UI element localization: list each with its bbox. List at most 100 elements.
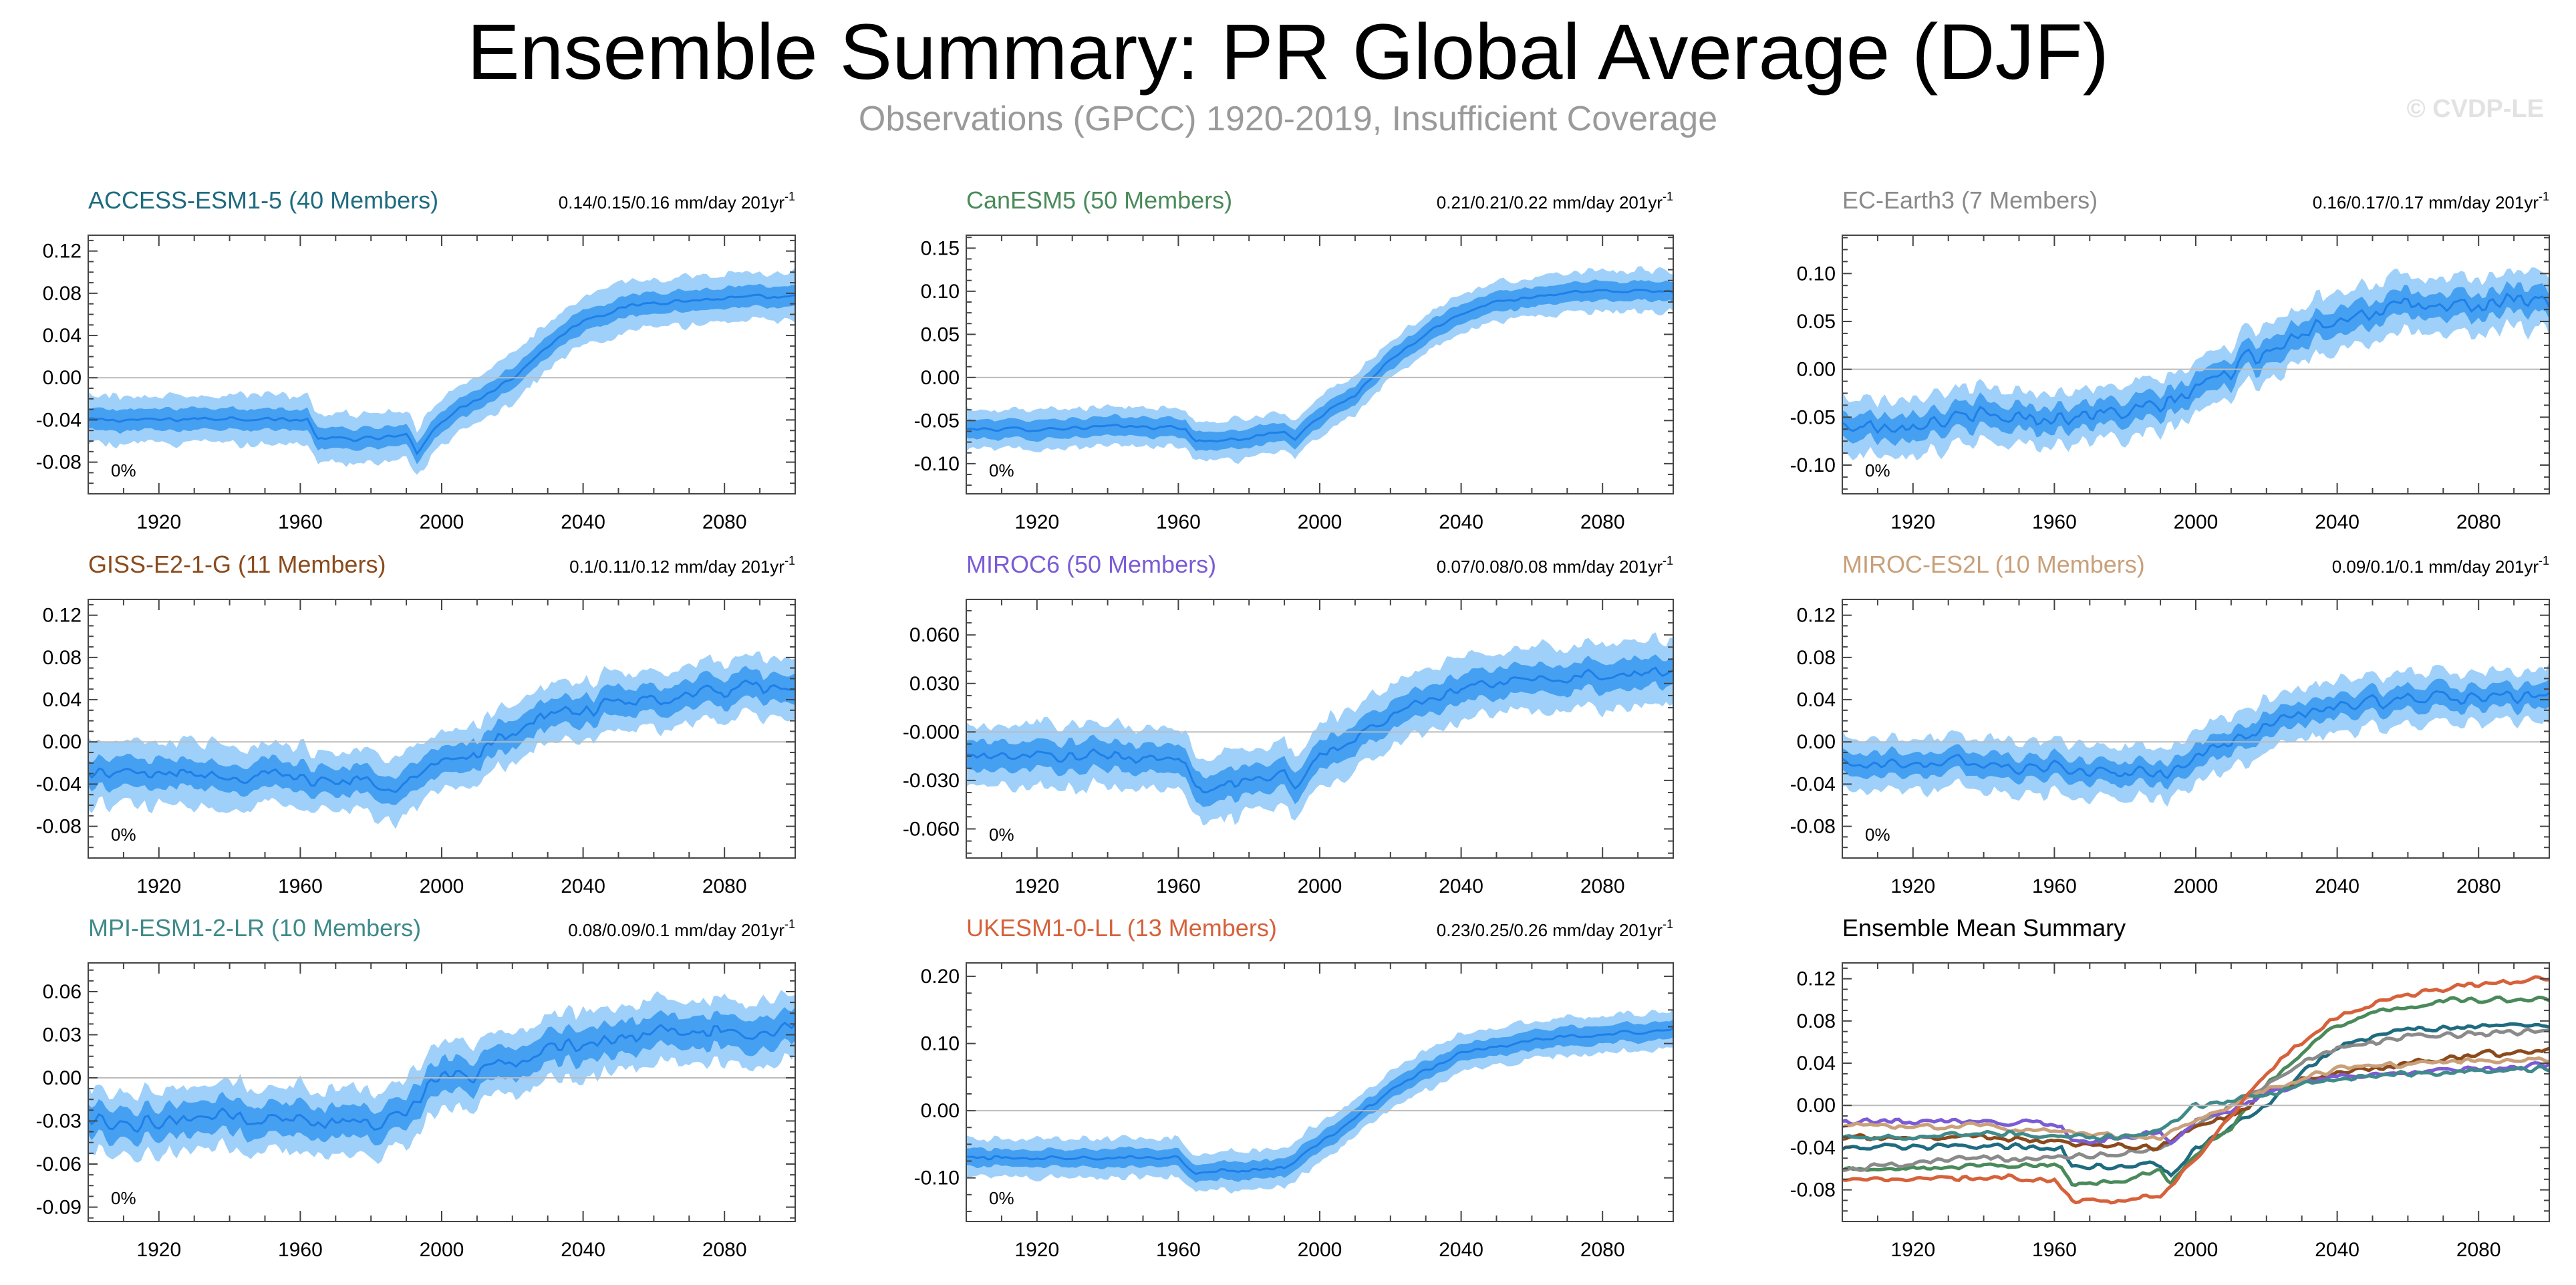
x-tick-label: 1920 — [136, 511, 181, 533]
outer-spread-band — [966, 632, 1673, 826]
panel-title: CanESM5 (50 Members) — [966, 186, 1232, 214]
corner-label: 0% — [111, 460, 136, 480]
y-tick-label: 0.00 — [43, 1067, 82, 1089]
corner-label: 0% — [1865, 460, 1890, 480]
outer-spread-band — [966, 266, 1673, 464]
x-tick-label: 2080 — [702, 1239, 747, 1261]
y-tick-label: 0.05 — [1797, 311, 1836, 333]
x-tick-label: 2000 — [1298, 1239, 1342, 1261]
y-tick-label: 0.04 — [1797, 1052, 1836, 1075]
chart-panel: Ensemble Mean Summary 1920 1960 2000 2040 208… — [1790, 914, 2551, 1261]
inner-spread-band — [966, 279, 1673, 451]
y-tick-label: -0.03 — [36, 1111, 82, 1133]
trend-label: 0.1/0.11/0.12 mm/day 201yr-1 — [569, 554, 795, 577]
y-tick-label: 0.00 — [43, 731, 82, 753]
series-line — [1842, 1056, 2550, 1141]
trend-label: 0.08/0.09/0.1 mm/day 201yr-1 — [568, 917, 795, 940]
y-tick-label: 0.00 — [1797, 1095, 1836, 1117]
x-tick-label: 1920 — [1890, 1239, 1935, 1261]
x-tick-label: 1960 — [2032, 875, 2077, 897]
corner-label: 0% — [989, 825, 1014, 845]
x-tick-label: 1920 — [1014, 875, 1059, 897]
plot-frame — [88, 599, 796, 859]
x-tick-label: 2000 — [420, 875, 464, 897]
y-tick-label: 0.10 — [921, 281, 960, 303]
corner-label: 0% — [111, 825, 136, 845]
inner-spread-band — [1842, 678, 2549, 790]
y-tick-label: 0.12 — [43, 605, 82, 627]
trend-label: 0.09/0.1/0.1 mm/day 201yr-1 — [2332, 554, 2549, 577]
x-tick-label: 2000 — [420, 511, 464, 533]
y-tick-label: -0.08 — [36, 452, 82, 474]
trend-label: 0.21/0.21/0.22 mm/day 201yr-1 — [1437, 190, 1673, 212]
y-tick-label: -0.09 — [36, 1197, 82, 1219]
x-tick-label: 2080 — [1580, 1239, 1625, 1261]
y-tick-label: -0.10 — [1790, 454, 1836, 476]
x-tick-label: 2000 — [1298, 875, 1342, 897]
panel-title: GISS-E2-1-G (11 Members) — [88, 551, 386, 578]
x-tick-label: 1920 — [1890, 875, 1935, 897]
ensemble-mean-line — [1842, 690, 2550, 780]
chart-panel: UKESM1-0-LL (13 Members) 0.23/0.25/0.26 m… — [914, 914, 1674, 1261]
y-tick-label: 0.12 — [43, 241, 82, 263]
y-tick-label: 0.20 — [921, 966, 960, 988]
y-tick-label: 0.10 — [1797, 263, 1836, 285]
corner-label: 0% — [989, 460, 1014, 480]
y-tick-label: 0.00 — [43, 367, 82, 389]
series-line — [1841, 1022, 2550, 1178]
y-tick-label: -0.08 — [1790, 1179, 1836, 1201]
plot-frame — [88, 235, 796, 494]
ensemble-mean-line — [88, 293, 796, 456]
ensemble-mean-line — [87, 1021, 797, 1133]
panel-title: UKESM1-0-LL (13 Members) — [966, 914, 1277, 942]
y-tick-label: -0.04 — [1790, 773, 1836, 795]
y-tick-label: -0.060 — [903, 818, 960, 840]
x-tick-label: 1960 — [278, 1239, 323, 1261]
y-tick-label: 0.08 — [43, 647, 82, 669]
chart-panel: CanESM5 (50 Members) 0.21/0.21/0.22 mm/da… — [914, 186, 1674, 533]
chart-panel: GISS-E2-1-G (11 Members) 0.1/0.11/0.12 mm… — [36, 551, 796, 897]
chart-panel: MPI-ESM1-2-LR (10 Members) 0.08/0.09/0.1 … — [36, 914, 797, 1261]
y-tick-label: 0.00 — [1797, 359, 1836, 381]
y-tick-label: -0.05 — [1790, 406, 1836, 428]
y-tick-label: 0.04 — [43, 325, 82, 347]
trend-label: 0.14/0.15/0.16 mm/day 201yr-1 — [559, 190, 795, 212]
x-tick-label: 2040 — [2315, 875, 2359, 897]
corner-label: 0% — [111, 1188, 136, 1208]
page-title: Ensemble Summary: PR Global Average (DJF… — [466, 8, 2110, 96]
x-tick-label: 1960 — [2032, 511, 2077, 533]
trend-label: 0.23/0.25/0.26 mm/day 201yr-1 — [1437, 917, 1673, 940]
x-tick-label: 2080 — [2456, 1239, 2501, 1261]
y-tick-label: -0.05 — [914, 410, 960, 432]
x-tick-label: 2080 — [702, 511, 747, 533]
x-tick-label: 1960 — [1156, 511, 1201, 533]
x-tick-label: 2080 — [2456, 875, 2501, 897]
plot-frame — [966, 962, 1674, 1222]
y-tick-label: 0.05 — [921, 323, 960, 345]
y-tick-label: -0.030 — [903, 770, 960, 792]
x-tick-label: 2000 — [420, 1239, 464, 1261]
y-tick-label: 0.00 — [1797, 731, 1836, 753]
x-tick-label: 1920 — [1890, 511, 1935, 533]
x-tick-label: 2040 — [2315, 1239, 2359, 1261]
page-subtitle: Observations (GPCC) 1920-2019, Insuffici… — [858, 100, 1718, 138]
y-tick-label: -0.04 — [36, 409, 82, 431]
ensemble-mean-line — [966, 1027, 1674, 1175]
y-tick-label: -0.04 — [1790, 1137, 1836, 1159]
panel-title: Ensemble Mean Summary — [1842, 914, 2126, 942]
x-tick-label: 2080 — [1580, 875, 1625, 897]
trend-label: 0.16/0.17/0.17 mm/day 201yr-1 — [2313, 190, 2549, 212]
x-tick-label: 1920 — [136, 1239, 181, 1261]
y-tick-label: -0.10 — [914, 453, 960, 475]
x-tick-label: 2040 — [561, 875, 605, 897]
copyright-watermark: © CVDP-LE — [2406, 95, 2544, 123]
x-tick-label: 2000 — [2174, 511, 2219, 533]
inner-spread-band — [966, 654, 1673, 807]
panel-title: MIROC-ES2L (10 Members) — [1842, 551, 2145, 578]
inner-spread-band — [88, 1007, 795, 1147]
inner-spread-band — [1842, 281, 2549, 446]
x-tick-label: 1960 — [2032, 1239, 2077, 1261]
corner-label: 0% — [1865, 825, 1890, 845]
x-tick-label: 2040 — [1439, 1239, 1483, 1261]
